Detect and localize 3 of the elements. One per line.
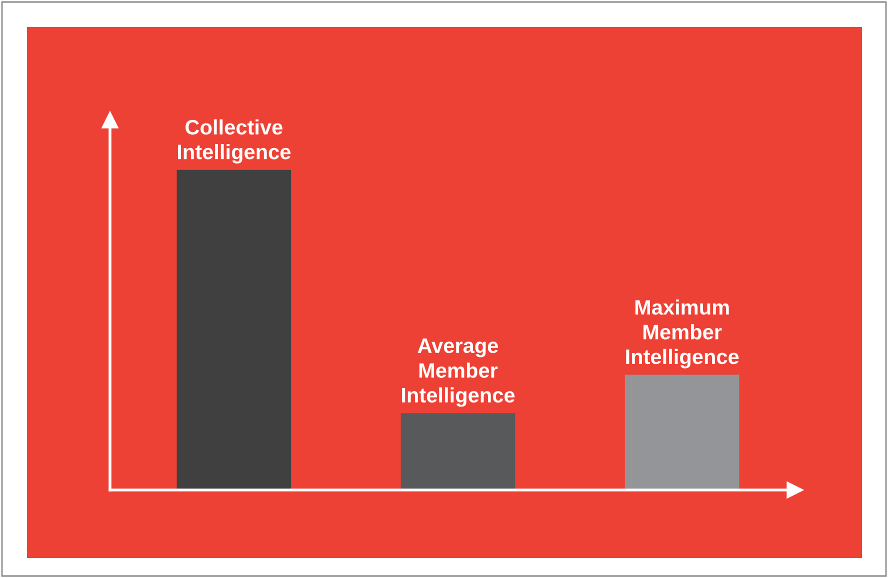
x-tick-label: Collective Intelligence: [178, 119, 291, 164]
x-tick-label: Maximum Member Intelligence: [626, 299, 739, 368]
x-tick-label: Average Member Intelligence: [402, 338, 515, 407]
